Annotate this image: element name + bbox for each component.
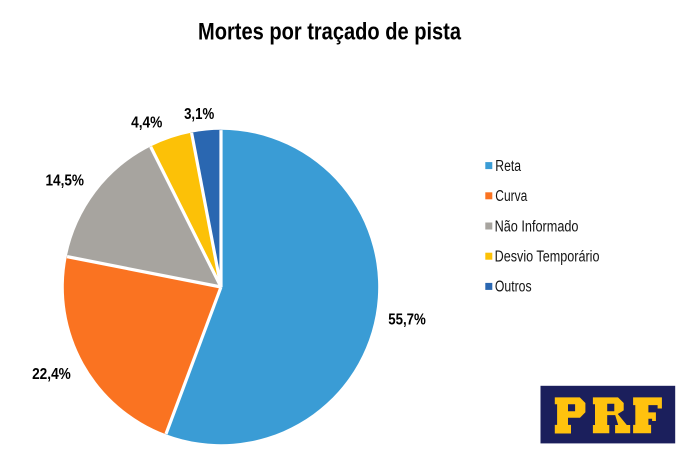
svg-text:Desvio Temporário: Desvio Temporário [495,248,600,265]
svg-text:Reta: Reta [495,158,521,175]
svg-text:55,7%: 55,7% [388,311,426,328]
svg-text:Curva: Curva [495,188,527,205]
svg-text:4,4%: 4,4% [131,115,162,132]
svg-text:22,4%: 22,4% [32,366,71,383]
svg-text:3,1%: 3,1% [184,106,214,123]
svg-text:Mortes por traçado de pista: Mortes por traçado de pista [198,19,462,46]
svg-text:Não Informado: Não Informado [495,218,579,235]
svg-text:Outros: Outros [495,279,532,296]
svg-text:14,5%: 14,5% [46,173,85,190]
